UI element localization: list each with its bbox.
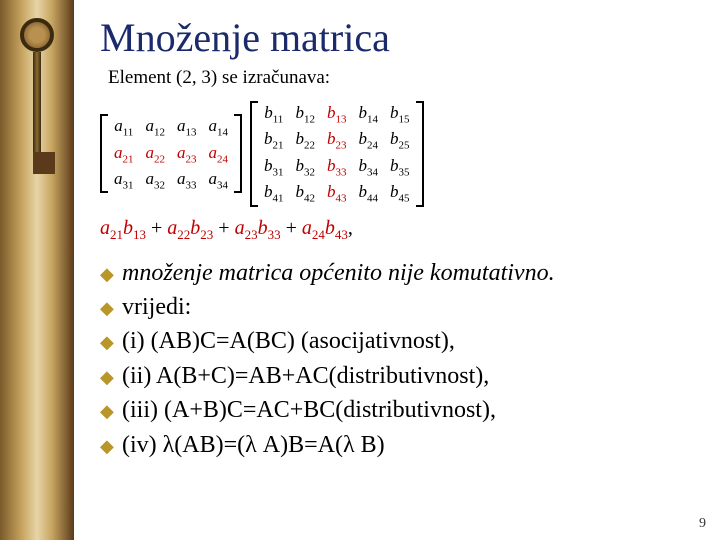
bullet-icon: ◆ <box>100 291 122 323</box>
matrix-cell: a11 <box>108 114 140 140</box>
bullet-item: ◆(ii) A(B+C)=AB+AC(distributivnost), <box>100 360 700 392</box>
bullet-icon: ◆ <box>100 257 122 289</box>
matrix-cell: b22 <box>290 127 322 153</box>
bullet-text: (i) (AB)C=A(BC) (asocijativnost), <box>122 325 455 357</box>
slide-title: Množenje matrica <box>100 14 700 61</box>
slide-content: Množenje matrica Element (2, 3) se izrač… <box>74 0 720 540</box>
bullet-item: ◆(i) (AB)C=A(BC) (asocijativnost), <box>100 325 700 357</box>
matrix-cell: b13 <box>321 101 353 127</box>
bullet-text: (iii) (A+B)C=AC+BC(distributivnost), <box>122 394 496 426</box>
bullet-icon: ◆ <box>100 429 122 461</box>
matrix-cell: a31 <box>108 167 140 193</box>
matrix-cell: a23 <box>171 141 203 167</box>
bullet-item: ◆vrijedi: <box>100 291 700 323</box>
key-graphic <box>20 18 54 188</box>
matrix-cell: b15 <box>384 101 416 127</box>
bullet-icon: ◆ <box>100 360 122 392</box>
matrix-cell: b33 <box>321 154 353 180</box>
matrix-cell: a32 <box>140 167 172 193</box>
bullet-item: ◆(iv) λ(AB)=(λ A)B=A(λ B) <box>100 429 700 461</box>
matrix-cell: a24 <box>203 141 235 167</box>
matrix-a: a11a12a13a14 a21a22a23a24 a31a32a33a34 <box>100 114 242 193</box>
matrix-cell: b32 <box>290 154 322 180</box>
bullet-icon: ◆ <box>100 325 122 357</box>
matrix-cell: a14 <box>203 114 235 140</box>
matrix-cell: a13 <box>171 114 203 140</box>
page-number: 9 <box>699 516 706 532</box>
matrix-cell: b31 <box>258 154 290 180</box>
matrix-cell: b34 <box>353 154 385 180</box>
bullet-text: množenje matrica općenito nije komutativ… <box>122 257 555 289</box>
matrix-cell: b14 <box>353 101 385 127</box>
matrix-cell: b42 <box>290 180 322 206</box>
bullet-item: ◆množenje matrica općenito nije komutati… <box>100 257 700 289</box>
bullet-text: (ii) A(B+C)=AB+AC(distributivnost), <box>122 360 489 392</box>
product-formula: a21b13 + a22b23 + a23b33 + a24b43, <box>100 217 700 243</box>
matrix-b: b11b12b13b14b15b21b22b23b24b25b31b32b33b… <box>250 101 424 207</box>
slide-subtitle: Element (2, 3) se izračunava: <box>108 67 700 89</box>
matrix-cell: b44 <box>353 180 385 206</box>
matrix-cell: a34 <box>203 167 235 193</box>
matrix-cell: a21 <box>108 141 140 167</box>
matrix-row: a11a12a13a14 a21a22a23a24 a31a32a33a34 b11… <box>100 101 700 207</box>
matrix-cell: b12 <box>290 101 322 127</box>
bullet-icon: ◆ <box>100 394 122 426</box>
matrix-cell: a12 <box>140 114 172 140</box>
matrix-cell: b41 <box>258 180 290 206</box>
decorative-sidebar <box>0 0 74 540</box>
matrix-cell: b25 <box>384 127 416 153</box>
matrix-cell: a33 <box>171 167 203 193</box>
matrix-cell: b11 <box>258 101 290 127</box>
matrix-cell: b21 <box>258 127 290 153</box>
bullet-list: ◆množenje matrica općenito nije komutati… <box>100 257 700 461</box>
matrix-cell: b45 <box>384 180 416 206</box>
bullet-item: ◆(iii) (A+B)C=AC+BC(distributivnost), <box>100 394 700 426</box>
matrix-cell: b43 <box>321 180 353 206</box>
bullet-text: vrijedi: <box>122 291 191 323</box>
matrix-cell: a22 <box>140 141 172 167</box>
bullet-text: (iv) λ(AB)=(λ A)B=A(λ B) <box>122 429 385 461</box>
matrix-cell: b23 <box>321 127 353 153</box>
matrix-cell: b24 <box>353 127 385 153</box>
matrix-cell: b35 <box>384 154 416 180</box>
